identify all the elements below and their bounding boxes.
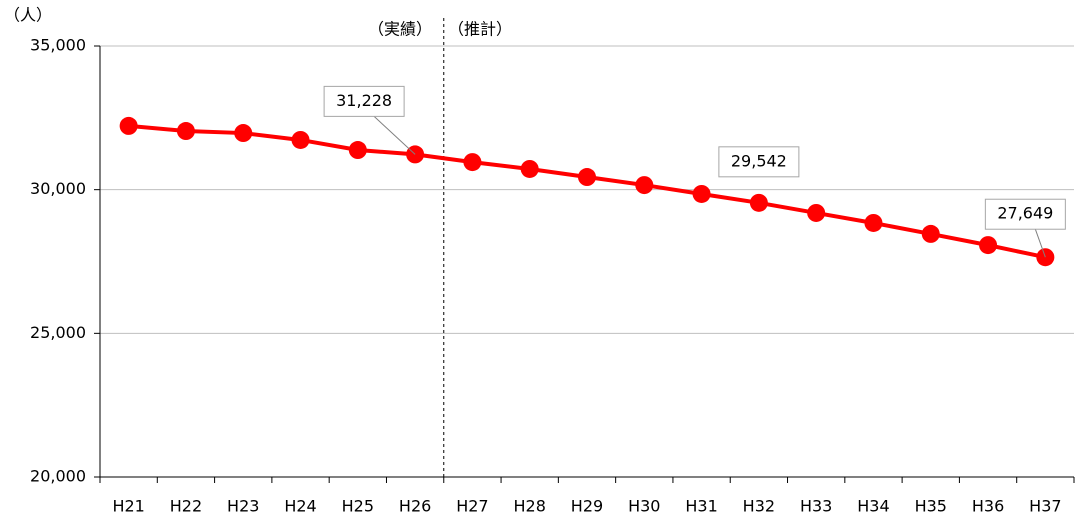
data-point xyxy=(979,236,998,255)
x-tick-label: H33 xyxy=(800,497,832,516)
x-tick-label: H31 xyxy=(685,497,717,516)
x-tick-label: H28 xyxy=(514,497,546,516)
data-point xyxy=(176,122,195,141)
x-tick-label: H25 xyxy=(342,497,374,516)
data-point xyxy=(635,176,654,195)
data-point xyxy=(749,193,768,212)
y-tick-label: 35,000 xyxy=(30,36,86,55)
label-leader xyxy=(373,116,416,155)
data-point xyxy=(578,168,596,187)
period-label: （推計） xyxy=(448,20,512,39)
data-point xyxy=(291,130,310,149)
x-tick-label: H23 xyxy=(227,497,259,516)
x-tick-label: H29 xyxy=(571,497,603,516)
x-tick-label: H37 xyxy=(1029,497,1061,516)
data-label: 29,542 xyxy=(731,151,787,170)
x-tick-label: H36 xyxy=(972,497,1004,516)
data-point xyxy=(692,184,711,203)
x-tick-label: H30 xyxy=(628,497,660,516)
data-label: 31,228 xyxy=(336,91,392,110)
y-tick-label: 30,000 xyxy=(30,179,86,198)
x-tick-label: H35 xyxy=(915,497,947,516)
label-leader xyxy=(1034,229,1046,258)
y-tick-label: 25,000 xyxy=(30,323,86,342)
data-label: 27,649 xyxy=(997,204,1053,223)
label-box xyxy=(718,146,800,178)
label-box xyxy=(984,198,1066,230)
x-tick-label: H32 xyxy=(743,497,775,516)
x-tick-label: H24 xyxy=(284,497,316,516)
data-point xyxy=(921,224,940,243)
y-unit: （人） xyxy=(4,6,52,25)
data-line xyxy=(128,123,1046,260)
x-tick-label: H34 xyxy=(857,497,889,516)
x-tick-label: H22 xyxy=(170,497,202,516)
label-box xyxy=(323,85,405,117)
period-label: （実績） xyxy=(368,20,432,39)
x-tick-label: H27 xyxy=(456,497,488,516)
data-point xyxy=(119,116,138,135)
x-tick-label: H21 xyxy=(112,497,144,516)
data-point xyxy=(807,203,826,222)
data-point xyxy=(234,124,253,143)
data-point xyxy=(348,141,367,160)
x-tick-label: H26 xyxy=(399,497,431,516)
data-point xyxy=(520,159,539,178)
y-tick-label: 20,000 xyxy=(30,467,86,486)
data-point xyxy=(864,213,883,232)
data-point xyxy=(463,153,482,172)
